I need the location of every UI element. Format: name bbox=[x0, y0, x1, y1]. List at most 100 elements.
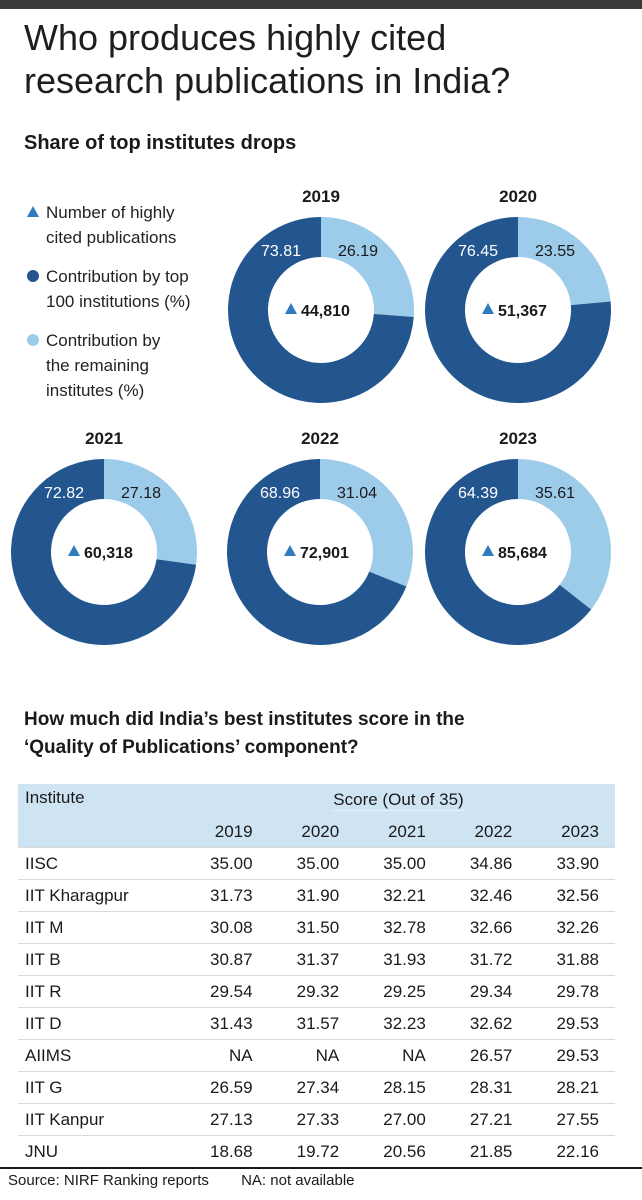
score-cell: 32.66 bbox=[441, 911, 529, 944]
legend-item-remaining: Contribution by the remaining institutes… bbox=[26, 328, 236, 403]
legend-label-line: 100 institutions (%) bbox=[46, 292, 191, 311]
data-label-remaining: 23.55 bbox=[535, 243, 575, 260]
institute-name: IIT B bbox=[18, 943, 182, 976]
triangle-icon bbox=[27, 206, 39, 217]
score-cell: 26.59 bbox=[182, 1071, 269, 1104]
institute-name: IIT D bbox=[18, 1007, 182, 1040]
score-cell: 28.31 bbox=[441, 1071, 529, 1104]
score-cell: 27.13 bbox=[182, 1103, 269, 1136]
institute-name: IIT G bbox=[18, 1071, 182, 1104]
score-cell: 32.78 bbox=[355, 911, 442, 944]
data-label-remaining: 31.04 bbox=[337, 485, 377, 502]
donut-slice-top100 bbox=[10, 459, 197, 645]
table-body: IISC 35.00 35.00 35.00 34.86 33.90 IIT Kharagp… bbox=[18, 847, 615, 1168]
data-label-top100: 72.82 bbox=[44, 485, 84, 502]
score-cell: 30.08 bbox=[182, 911, 269, 944]
institute-name: IIT Kharagpur bbox=[18, 879, 182, 912]
donut-slice-remaining bbox=[104, 459, 197, 565]
bottom-rule bbox=[0, 1167, 642, 1169]
score-header-label: Score (Out of 35) bbox=[333, 790, 464, 811]
donut-2019: 2019 73.81 26.19 44,810 bbox=[228, 187, 414, 403]
donut-charts: 2019 73.81 26.19 44,810 2020 76.45 23.55 51,367… bbox=[10, 187, 611, 646]
legend-label-line: cited publications bbox=[46, 228, 177, 247]
score-cell: 35.00 bbox=[182, 847, 269, 880]
score-cell: 31.72 bbox=[441, 943, 529, 976]
headline-line-2: research publications in India? bbox=[24, 60, 511, 101]
score-cell: 22.16 bbox=[528, 1135, 615, 1168]
legend-item-top100: Contribution by top 100 institutions (%) bbox=[26, 264, 236, 314]
column-header-year: 2022 bbox=[441, 817, 529, 848]
data-label-remaining: 26.19 bbox=[338, 243, 378, 260]
donut-2021: 2021 72.82 27.18 60,318 bbox=[10, 429, 197, 645]
triangle-icon bbox=[68, 545, 80, 556]
triangle-icon bbox=[482, 303, 494, 314]
table-row: IIT Kharagpur 31.73 31.90 32.21 32.46 32.56 bbox=[18, 879, 615, 912]
table-row: AIIMS NA NA NA 26.57 29.53 bbox=[18, 1039, 615, 1072]
donut-count-label: 44,810 bbox=[301, 303, 350, 320]
top-rule bbox=[0, 0, 642, 9]
legend-item-count: Number of highly cited publications bbox=[26, 200, 236, 250]
donut-year-label: 2019 bbox=[302, 187, 340, 206]
table-title-line-1: How much did India’s best institutes sco… bbox=[24, 709, 465, 730]
score-cell: 29.54 bbox=[182, 975, 269, 1008]
score-cell: 32.56 bbox=[528, 879, 615, 912]
score-cell: 32.62 bbox=[441, 1007, 529, 1040]
legend-label-line: institutes (%) bbox=[46, 381, 145, 400]
scores-table: Institute Score (Out of 35) 2019 2020 20… bbox=[18, 784, 615, 1168]
dot-icon bbox=[27, 334, 39, 346]
table-row: IISC 35.00 35.00 35.00 34.86 33.90 bbox=[18, 847, 615, 880]
data-label-top100: 76.45 bbox=[458, 243, 498, 260]
headline-line-1: Who produces highly cited bbox=[24, 17, 447, 58]
data-label-top100: 64.39 bbox=[458, 485, 498, 502]
triangle-icon bbox=[285, 303, 297, 314]
legend-label-line: Contribution by top bbox=[46, 267, 189, 286]
score-cell: 33.90 bbox=[528, 847, 615, 880]
donut-slice-remaining bbox=[320, 459, 414, 587]
score-cell: 31.90 bbox=[268, 879, 356, 912]
legend-label-line: Number of highly bbox=[46, 203, 175, 222]
score-cell: 27.33 bbox=[268, 1103, 356, 1136]
institute-name: JNU bbox=[18, 1135, 182, 1168]
score-cell: NA bbox=[268, 1039, 356, 1072]
score-cell: 31.93 bbox=[355, 943, 442, 976]
score-cell: NA bbox=[355, 1039, 442, 1072]
column-header-year: 2019 bbox=[182, 817, 269, 848]
score-cell: 29.32 bbox=[268, 975, 356, 1008]
score-cell: 31.43 bbox=[182, 1007, 269, 1040]
table-row: IIT G 26.59 27.34 28.15 28.31 28.21 bbox=[18, 1071, 615, 1104]
donut-slice-top100 bbox=[425, 217, 611, 403]
table-title-line-2: ‘Quality of Publications’ component? bbox=[24, 737, 359, 758]
score-cell: 34.86 bbox=[441, 847, 529, 880]
donut-slice-remaining bbox=[518, 217, 611, 306]
score-cell: 28.21 bbox=[528, 1071, 615, 1104]
legend-label-line: the remaining bbox=[46, 356, 150, 375]
score-cell: 31.57 bbox=[268, 1007, 356, 1040]
score-cell: 27.21 bbox=[441, 1103, 529, 1136]
score-cell: 21.85 bbox=[441, 1135, 529, 1168]
data-label-top100: 68.96 bbox=[260, 485, 300, 502]
donut-year-label: 2022 bbox=[301, 429, 339, 448]
donut-count-label: 72,901 bbox=[300, 545, 349, 562]
institute-name: IIT Kanpur bbox=[18, 1103, 182, 1136]
footer: Source: NIRF Ranking reports NA: not ava… bbox=[8, 1172, 355, 1189]
data-label-remaining: 35.61 bbox=[535, 485, 575, 502]
donut-year-label: 2023 bbox=[499, 429, 537, 448]
institute-name: AIIMS bbox=[18, 1039, 182, 1072]
institute-name: IIT M bbox=[18, 911, 182, 944]
institute-name: IISC bbox=[18, 847, 182, 880]
donut-slice-top100 bbox=[228, 217, 414, 403]
table-row: IIT R 29.54 29.32 29.25 29.34 29.78 bbox=[18, 975, 615, 1008]
donut-section-title: Share of top institutes drops bbox=[24, 132, 297, 154]
column-header-score: Score (Out of 35) bbox=[182, 784, 615, 817]
score-cell: 31.88 bbox=[528, 943, 615, 976]
donut-year-label: 2020 bbox=[499, 187, 537, 206]
column-header-year: 2021 bbox=[355, 817, 442, 848]
donut-2020: 2020 76.45 23.55 51,367 bbox=[425, 187, 611, 403]
column-header-year: 2020 bbox=[268, 817, 356, 848]
legend-label-line: Contribution by bbox=[46, 331, 161, 350]
score-cell: 29.25 bbox=[355, 975, 442, 1008]
table-row: IIT Kanpur 27.13 27.33 27.00 27.21 27.55 bbox=[18, 1103, 615, 1136]
score-cell: 28.15 bbox=[355, 1071, 442, 1104]
score-cell: 19.72 bbox=[268, 1135, 356, 1168]
table-row: IIT M 30.08 31.50 32.78 32.66 32.26 bbox=[18, 911, 615, 944]
